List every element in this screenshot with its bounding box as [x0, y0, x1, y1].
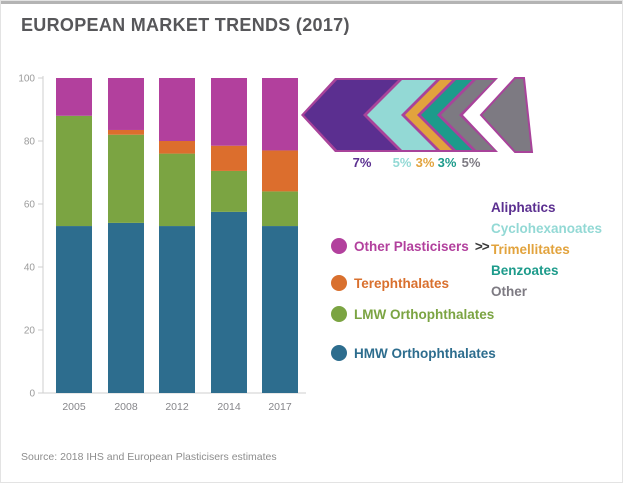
- breakdown-label-aliphatics: Aliphatics: [491, 200, 556, 215]
- bar-segment-other-plasticisers: [56, 78, 92, 116]
- x-axis-category-label: 2014: [217, 401, 241, 413]
- bar-segment-hmw-orthophthalates: [211, 211, 247, 393]
- legend-swatch: [331, 238, 347, 254]
- bar-segment-terephthalates: [159, 141, 195, 154]
- legend-label: LMW Orthophthalates: [354, 306, 495, 322]
- bar-segment-lmw-orthophthalates: [262, 191, 298, 227]
- chart-axes: 0 20 40 60 80 100 2005 2008 2012 2014 2017: [18, 74, 306, 413]
- chevron-band-trimellitates: [405, 80, 452, 150]
- breakdown-pct-cyclohexanoates: 5%: [392, 155, 412, 170]
- x-axis-category-label: 2008: [114, 401, 138, 413]
- legend-item-terephthalates: Terephthalates: [331, 274, 449, 292]
- chevron-band-aliphatics: [304, 80, 398, 150]
- breakdown-label-benzoates: Benzoates: [491, 263, 559, 278]
- y-tick-label: 0: [29, 389, 35, 400]
- bar-segment-hmw-orthophthalates: [108, 222, 144, 393]
- more-chevrons-icon: >>: [474, 238, 490, 254]
- bar-segment-lmw-orthophthalates: [56, 115, 92, 227]
- arrow-tail-shape: [479, 77, 534, 153]
- legend-item-other-plasticisers: Other Plasticisers >>: [331, 237, 490, 255]
- breakdown-pct-aliphatics: 7%: [352, 155, 372, 170]
- breakdown-chevron-arrow: [301, 77, 534, 153]
- legend-item-lmw-orthophthalates: LMW Orthophthalates: [331, 305, 494, 323]
- legend-swatch: [331, 275, 347, 291]
- y-tick-label: 60: [24, 200, 36, 211]
- y-tick-label: 40: [24, 263, 36, 274]
- bar-segment-lmw-orthophthalates: [108, 134, 144, 223]
- legend-swatch: [331, 345, 347, 361]
- y-tick-label: 80: [24, 137, 36, 148]
- breakdown-label-trimellitates: Trimellitates: [491, 242, 570, 257]
- breakdown-label-cyclohexanoates: Cyclohexanoates: [491, 221, 603, 236]
- legend-swatch: [331, 306, 347, 322]
- breakdown-label-list: Aliphatics Cyclohexanoates Trimellitates Be…: [491, 197, 602, 302]
- chevron-band-benzoates: [421, 80, 472, 150]
- bar-segment-lmw-orthophthalates: [159, 153, 195, 227]
- bar-segment-hmw-orthophthalates: [159, 226, 195, 393]
- y-tick-label: 100: [18, 74, 35, 85]
- x-axis-category-label: 2012: [165, 401, 189, 413]
- breakdown-label-other: Other: [491, 284, 528, 299]
- bar-segment-other-plasticisers: [108, 78, 144, 130]
- legend-label: Terephthalates: [354, 275, 450, 291]
- chevron-band-cyclohexanoates: [367, 80, 436, 150]
- bar-segment-hmw-orthophthalates: [56, 226, 92, 393]
- chevron-band-other: [441, 80, 494, 150]
- y-tick-label: 20: [24, 326, 36, 337]
- bar-segment-other-plasticisers: [262, 78, 298, 151]
- bar-segment-other-plasticisers: [159, 78, 195, 141]
- bar-segment-terephthalates: [262, 150, 298, 192]
- bar-segment-terephthalates: [211, 145, 247, 171]
- window-top-edge: [1, 1, 622, 4]
- legend-label: Other Plasticisers: [354, 238, 469, 254]
- breakdown-pct-benzoates: 3%: [437, 155, 457, 170]
- breakdown-pct-trimellitates: 3%: [415, 155, 435, 170]
- breakdown-pct-other: 5%: [461, 155, 481, 170]
- stacked-bars: [56, 78, 298, 393]
- source-note: Source: 2018 IHS and European Plasticise…: [21, 451, 277, 463]
- legend-label: HMW Orthophthalates: [354, 345, 496, 361]
- bar-segment-other-plasticisers: [211, 78, 247, 146]
- page-title: EUROPEAN MARKET TRENDS (2017): [21, 15, 350, 35]
- bar-segment-hmw-orthophthalates: [262, 226, 298, 393]
- x-axis-category-label: 2017: [268, 401, 292, 413]
- bar-segment-lmw-orthophthalates: [211, 170, 247, 212]
- x-axis-category-label: 2005: [62, 401, 86, 413]
- legend-item-hmw-orthophthalates: HMW Orthophthalates: [331, 344, 496, 362]
- bar-segment-terephthalates: [108, 129, 144, 135]
